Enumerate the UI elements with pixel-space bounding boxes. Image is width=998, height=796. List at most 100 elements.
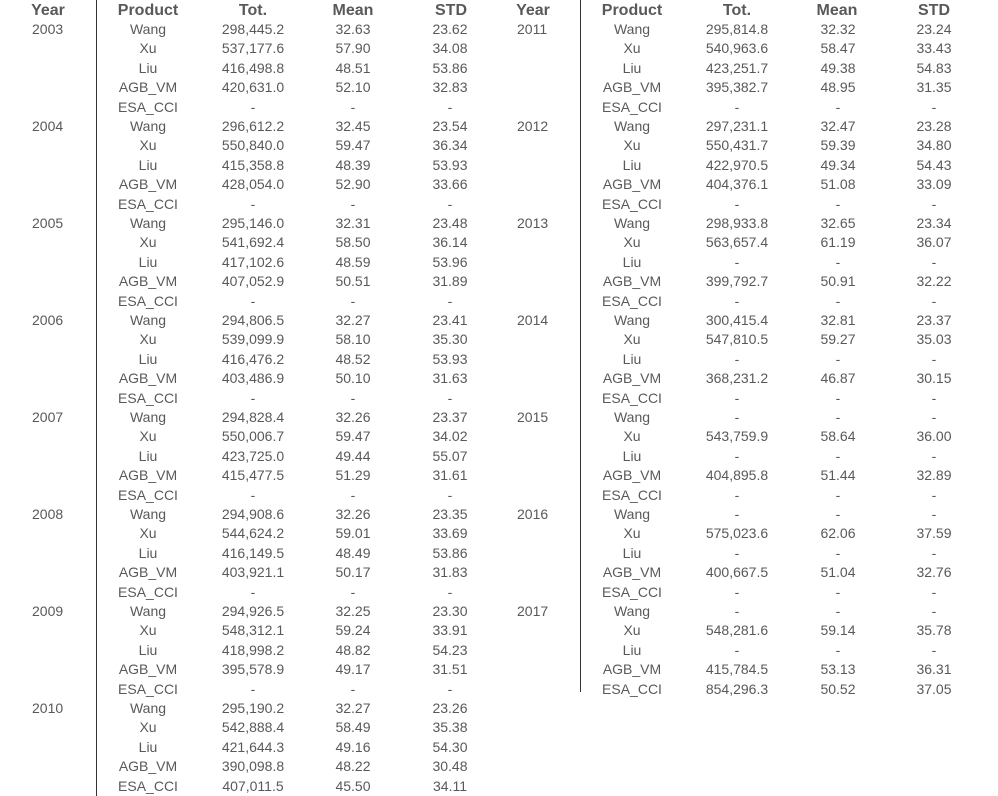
total-cell: -: [734, 409, 740, 425]
mean-cell: 51.04: [820, 564, 856, 581]
total-cell: 550,431.7: [705, 137, 769, 154]
product-cell: Wang: [129, 603, 167, 619]
total-cell: 422,970.5: [705, 156, 769, 173]
total-cell: 428,054.0: [221, 176, 285, 193]
product-cell: Wang: [613, 312, 651, 328]
product-cell: Liu: [138, 253, 158, 270]
mean-cell: 48.51: [335, 59, 371, 76]
std-cell: 32.89: [916, 467, 952, 484]
total-cell: 295,190.2: [221, 700, 285, 716]
std-cell: 54.23: [432, 641, 468, 658]
mean-cell: 32.81: [820, 312, 856, 328]
mean-cell: -: [350, 389, 356, 406]
product-cell: AGB_VM: [118, 273, 178, 290]
std-cell: 55.07: [432, 447, 468, 464]
product-cell: Xu: [139, 525, 157, 542]
std-cell: 36.31: [916, 661, 952, 678]
std-cell: 31.63: [432, 370, 468, 387]
header-std: STD: [918, 2, 950, 19]
std-cell: 35.38: [432, 719, 468, 736]
total-cell: -: [734, 641, 740, 658]
product-cell: AGB_VM: [118, 176, 178, 193]
product-cell: ESA_CCI: [602, 583, 662, 600]
total-cell: 404,895.8: [705, 467, 769, 484]
std-cell: 23.41: [432, 312, 468, 328]
std-cell: -: [931, 350, 937, 367]
mean-cell: 32.32: [820, 21, 856, 37]
product-cell: Wang: [129, 312, 167, 328]
std-cell: 37.59: [916, 525, 952, 542]
mean-cell: 50.51: [335, 273, 371, 290]
total-cell: 550,006.7: [221, 428, 285, 445]
mean-cell: -: [350, 98, 356, 115]
total-cell: 296,612.2: [221, 118, 285, 134]
product-cell: Wang: [129, 700, 167, 716]
mean-cell: 48.49: [335, 544, 371, 561]
std-cell: 30.48: [432, 758, 468, 775]
std-cell: 32.22: [916, 273, 952, 290]
mean-cell: 50.91: [820, 273, 856, 290]
total-cell: 575,023.6: [705, 525, 769, 542]
std-cell: 32.76: [916, 564, 952, 581]
total-cell: -: [734, 195, 740, 212]
product-cell: AGB_VM: [118, 564, 178, 581]
mean-cell: -: [835, 409, 841, 425]
mean-cell: -: [350, 486, 356, 503]
year-label: 2016: [517, 506, 549, 522]
mean-cell: 48.59: [335, 253, 371, 270]
mean-cell: 59.01: [335, 525, 371, 542]
std-cell: 36.00: [916, 428, 952, 445]
std-cell: 23.62: [432, 21, 468, 37]
mean-cell: 52.10: [335, 79, 371, 96]
std-cell: 33.69: [432, 525, 468, 542]
product-cell: AGB_VM: [602, 467, 662, 484]
total-cell: -: [250, 195, 256, 212]
total-cell: 368,231.2: [705, 370, 769, 387]
mean-cell: 52.90: [335, 176, 371, 193]
mean-cell: 58.10: [335, 331, 371, 348]
product-cell: Wang: [613, 215, 651, 231]
total-cell: -: [734, 603, 740, 619]
total-cell: -: [734, 350, 740, 367]
std-cell: 23.48: [432, 215, 468, 231]
header-product: Product: [117, 2, 179, 19]
mean-cell: 51.44: [820, 467, 856, 484]
total-cell: 418,998.2: [221, 641, 285, 658]
total-cell: -: [250, 583, 256, 600]
total-cell: 548,312.1: [221, 622, 285, 639]
product-cell: Xu: [623, 428, 641, 445]
year-label: 2013: [517, 215, 549, 231]
product-cell: ESA_CCI: [118, 777, 178, 794]
total-cell: 400,667.5: [705, 564, 769, 581]
year-label: 2010: [32, 700, 64, 716]
total-cell: 416,476.2: [221, 350, 285, 367]
mean-cell: 59.47: [335, 137, 371, 154]
total-cell: 542,888.4: [221, 719, 285, 736]
std-cell: 34.08: [432, 40, 468, 57]
std-cell: -: [447, 292, 453, 309]
header-std: STD: [435, 2, 467, 19]
total-cell: 544,624.2: [221, 525, 285, 542]
std-cell: -: [447, 389, 453, 406]
mean-cell: 59.24: [335, 622, 371, 639]
total-cell: -: [250, 389, 256, 406]
product-cell: Wang: [613, 21, 651, 37]
year-label: 2009: [32, 603, 64, 619]
total-cell: 550,840.0: [221, 137, 285, 154]
total-cell: 548,281.6: [705, 622, 769, 639]
mean-cell: 62.06: [820, 525, 856, 542]
total-cell: 415,358.8: [221, 156, 285, 173]
mean-cell: 61.19: [820, 234, 856, 251]
product-cell: ESA_CCI: [602, 680, 662, 697]
mean-cell: -: [835, 195, 841, 212]
std-cell: 53.86: [432, 544, 468, 561]
year-label: 2015: [517, 409, 549, 425]
product-cell: ESA_CCI: [602, 389, 662, 406]
total-cell: 539,099.9: [221, 331, 285, 348]
mean-cell: 32.26: [335, 409, 371, 425]
std-cell: 23.34: [916, 215, 952, 231]
product-cell: Xu: [623, 137, 641, 154]
product-cell: Wang: [129, 409, 167, 425]
std-cell: 23.54: [432, 118, 468, 134]
year-label: 2006: [32, 312, 64, 328]
